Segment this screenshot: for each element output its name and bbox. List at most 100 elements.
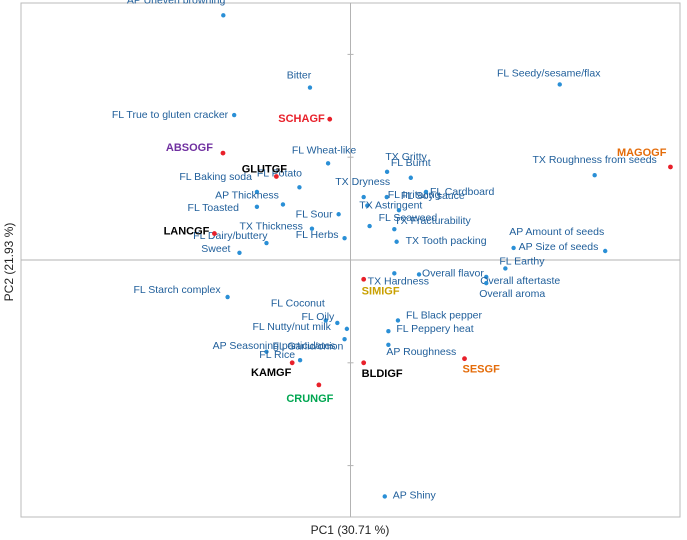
attribute-point-label: FL Baking soda [179, 171, 252, 183]
attribute-point-label: FL Earthy [499, 255, 545, 267]
attribute-point-label: Sweet [201, 243, 230, 255]
attribute-point-marker [382, 494, 387, 499]
product-point-label: SCHAGF [278, 113, 325, 125]
product-point-label: ABSOGF [166, 142, 213, 154]
product-point-marker [361, 360, 367, 366]
attribute-point-marker [408, 175, 413, 180]
attribute-point-marker [503, 266, 508, 271]
attribute-point-label: AP Seasoning particulates [213, 340, 336, 352]
attribute-point-marker [336, 212, 341, 217]
attribute-point-label: FL Wheat-like [292, 144, 357, 156]
product-point-label: CRUNGF [286, 393, 333, 405]
attribute-point-marker [484, 274, 489, 280]
attribute-point-marker [394, 239, 399, 244]
attribute-point-label: Overall aroma [479, 288, 545, 300]
attribute-point-marker [325, 161, 331, 166]
attribute-point-label: TX Tooth packing [406, 235, 487, 247]
product-point-marker [212, 231, 217, 236]
attribute-point-label: TX Fracturability [394, 215, 471, 227]
product-point-marker [316, 382, 322, 388]
attribute-point-label: FL Coconut [271, 297, 325, 309]
attribute-point-marker [264, 349, 269, 354]
attribute-point-marker [309, 226, 315, 231]
attribute-point-label: TX Gritty [385, 151, 427, 163]
attribute-point-label: FL Seaweed [379, 212, 438, 224]
attribute-point-label: Overall aftertaste [480, 275, 560, 287]
attribute-point-marker [557, 82, 562, 87]
product-point-marker [273, 174, 279, 179]
attribute-point-marker [396, 207, 402, 213]
attribute-point-marker [231, 112, 237, 118]
product-point-marker [289, 360, 295, 366]
attribute-point-label: FL Garlic/onion [272, 341, 343, 353]
product-point-label: GLUTGF [242, 163, 287, 175]
attribute-point-marker [344, 326, 350, 332]
attribute-point-marker [423, 189, 429, 195]
attribute-point-marker [386, 328, 391, 334]
attribute-point-label: FL Starch complex [133, 284, 221, 296]
attribute-point-marker [367, 223, 372, 229]
attribute-point-marker [416, 272, 422, 277]
product-point-label: SIMIGF [362, 285, 400, 297]
attribute-point-marker [335, 320, 340, 326]
attribute-point-marker [297, 358, 303, 363]
attribute-point-marker [342, 235, 347, 241]
attribute-point-label: TX Hardness [368, 275, 429, 287]
attribute-point-marker [280, 202, 286, 207]
attribute-point-label: AP Roughness [386, 346, 456, 358]
attribute-point-marker [237, 250, 242, 256]
attribute-point-label: AP Thickness [215, 189, 279, 201]
x-axis-title: PC1 (30.71 %) [311, 523, 390, 537]
attribute-point-marker [384, 169, 390, 175]
attribute-point-label: Overall flavor [422, 267, 484, 279]
attribute-point-label: FL Cardboard [430, 186, 495, 198]
attribute-point-marker [307, 85, 313, 90]
attribute-point-label: FL Soy sauce [401, 190, 465, 202]
y-axis-title: PC2 (21.93 %) [2, 223, 16, 302]
attribute-point-marker [323, 318, 328, 323]
attribute-point-marker [225, 294, 230, 300]
attribute-point-marker [254, 204, 260, 210]
attribute-point-label: FL Rice [259, 349, 295, 361]
attribute-point-marker [592, 172, 597, 178]
attribute-point-label: FL True to gluten cracker [112, 109, 229, 121]
data-points: AP Uneven browning Bitter FL Seedy/sesame/… [112, 0, 673, 501]
attribute-point-label: AP Amount of seeds [509, 226, 604, 238]
product-point-marker [361, 276, 367, 282]
product-point-marker [327, 116, 333, 122]
attribute-point-marker [386, 342, 391, 348]
attribute-point-label: FL Dairy/buttery [193, 230, 268, 242]
attribute-point-marker [221, 13, 226, 18]
attribute-point-label: FL Oily [301, 311, 335, 323]
attribute-point-label: FL Potato [257, 167, 302, 179]
attribute-point-marker [484, 280, 489, 286]
attribute-point-marker [511, 245, 516, 251]
product-point-label: KAMGF [251, 367, 292, 379]
product-point-label: BLDIGF [362, 368, 403, 380]
attribute-point-marker [365, 203, 370, 208]
attribute-point-label: FL Herbs [296, 229, 339, 241]
attribute-point-label: FL Sour [296, 208, 333, 220]
attribute-point-label: TX Astringent [359, 200, 422, 212]
attribute-point-label: FL Toasted [188, 202, 240, 214]
product-point-marker [462, 356, 467, 362]
attribute-point-marker [384, 194, 389, 200]
attribute-point-label: FL Black pepper [406, 309, 483, 321]
center-axes [21, 3, 680, 517]
attribute-point-marker [392, 226, 397, 232]
product-point-marker [220, 150, 226, 156]
attribute-point-label: AP Uneven browning [127, 0, 226, 6]
attribute-point-label: FL Burnt [391, 157, 431, 169]
attribute-point-label: AP Shiny [393, 489, 437, 501]
attribute-point-marker [342, 336, 347, 342]
attribute-point-marker [392, 271, 397, 276]
attribute-point-marker [297, 185, 302, 190]
attribute-point-label: TX Dryness [335, 176, 390, 188]
product-point-label: MAGOGF [617, 147, 667, 159]
attribute-point-marker [254, 189, 260, 195]
attribute-point-label: FL Peppery heat [396, 323, 473, 335]
attribute-point-marker [603, 248, 608, 254]
attribute-point-label: TX Roughness from seeds [533, 154, 657, 166]
product-point-label: LANCGF [164, 226, 210, 238]
